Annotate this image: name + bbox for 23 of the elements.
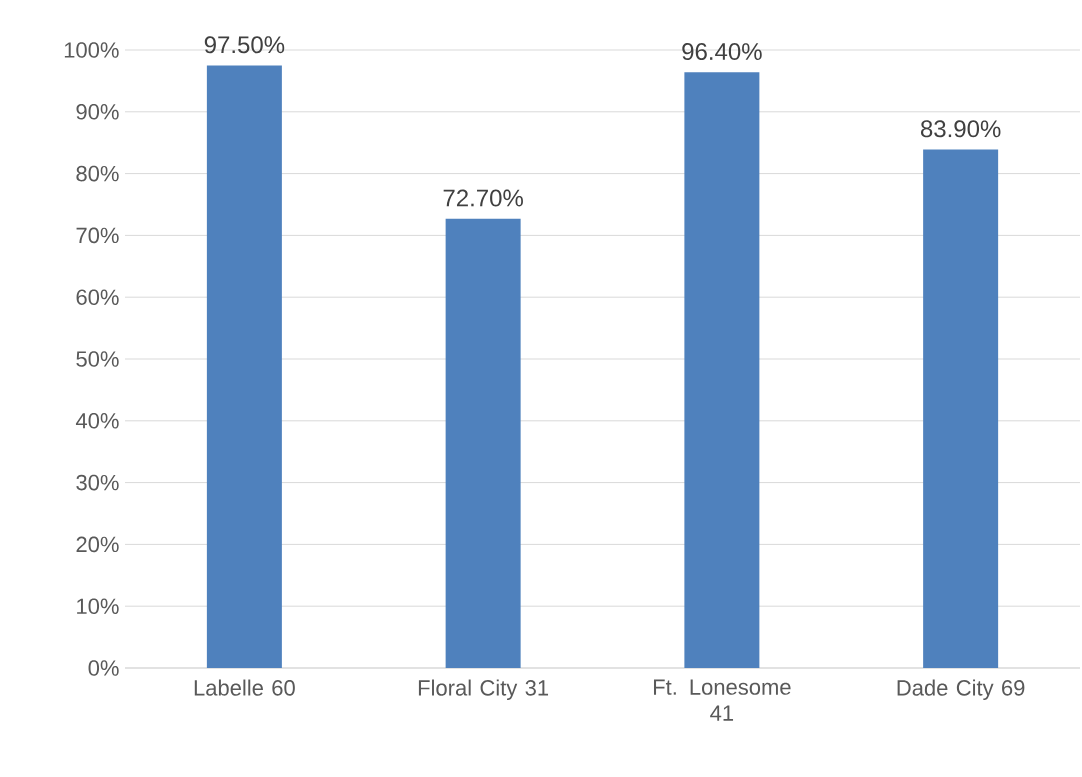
y-tick-label: 10%	[77, 598, 119, 614]
data-label: 96.40%	[682, 43, 762, 61]
y-tick-label: 50%	[76, 351, 119, 367]
x-tick-label: Floral City 31	[418, 679, 549, 701]
y-tick-label: 0%	[88, 660, 119, 676]
x-tick-label: Labelle 60	[194, 679, 295, 696]
bar	[206, 65, 282, 668]
bar	[684, 72, 760, 668]
y-tick-label: 30%	[76, 474, 119, 491]
bar	[445, 218, 521, 668]
y-tick-label: 40%	[75, 413, 119, 429]
y-tick-label: 80%	[76, 165, 119, 182]
x-tick-label: Ft. Lonesome 41	[653, 679, 791, 721]
bar	[923, 149, 999, 668]
data-label: 97.50%	[204, 36, 285, 54]
data-label: 83.90%	[920, 120, 1001, 138]
x-tick-label: Dade City 69	[897, 679, 1025, 701]
y-tick-label: 100%	[64, 42, 119, 58]
data-label: 72.70%	[443, 189, 523, 207]
y-tick-label: 90%	[76, 104, 119, 120]
y-tick-label: 70%	[76, 227, 119, 244]
y-tick-label: 60%	[76, 289, 119, 305]
y-tick-label: 20%	[76, 536, 119, 553]
